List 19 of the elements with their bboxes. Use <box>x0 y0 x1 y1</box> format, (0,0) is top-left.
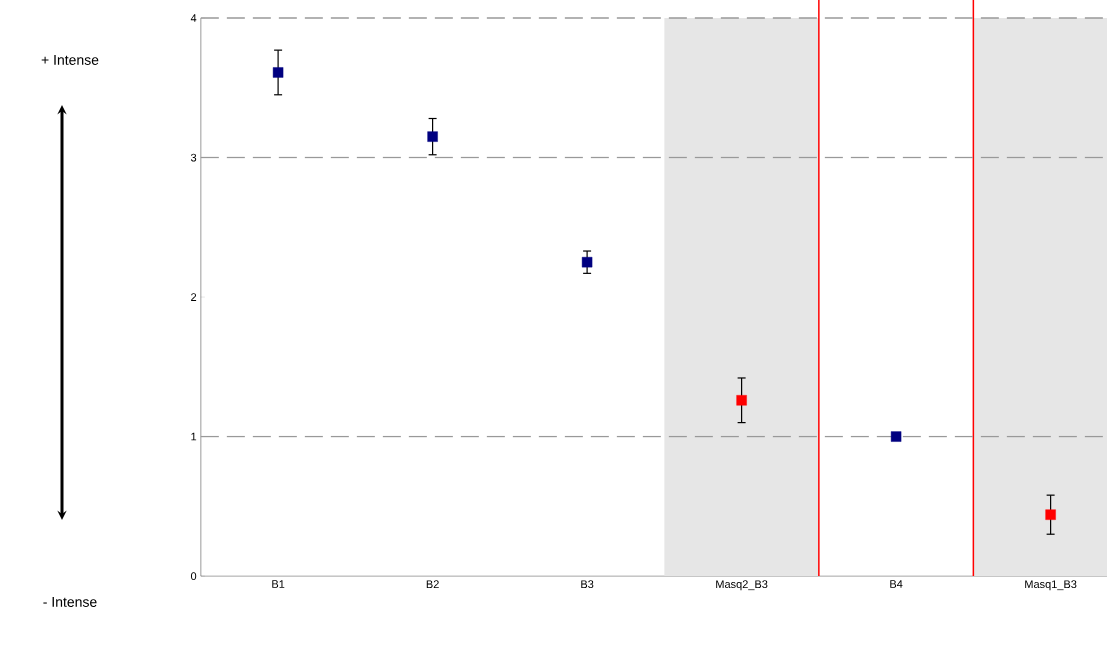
point <box>890 431 902 442</box>
point <box>427 131 438 142</box>
x-tick-label: B3 <box>581 580 594 589</box>
y-tick-label: 4 <box>190 14 197 22</box>
y-tick-label: 1 <box>191 432 197 441</box>
text: - Intense <box>43 597 97 607</box>
point <box>736 395 747 406</box>
y-tick-label: 2 <box>191 293 197 301</box>
x-tick-label: B4 <box>890 580 903 588</box>
x-tick-label: Masq2_B3 <box>716 580 768 591</box>
x-tick-label: B2 <box>426 580 439 588</box>
x-tick-label: Masq1_B3 <box>1025 580 1077 591</box>
text: + Intense <box>41 55 99 65</box>
y-tick-label: 3 <box>190 153 197 162</box>
point <box>1045 509 1056 520</box>
x-tick-label: B1 <box>272 580 285 588</box>
point <box>272 67 284 78</box>
point <box>581 256 593 268</box>
y-tick-label: 0 <box>190 572 197 580</box>
